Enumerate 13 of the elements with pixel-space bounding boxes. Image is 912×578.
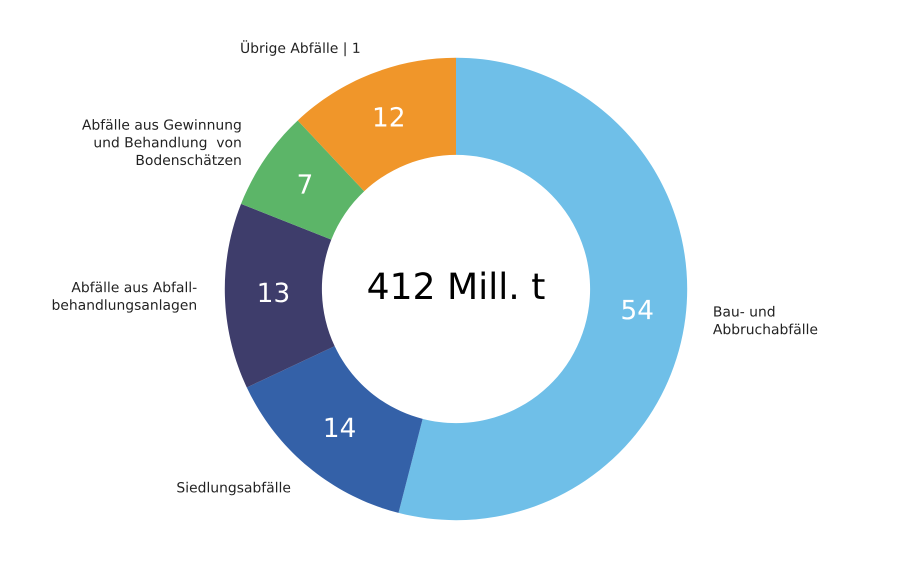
donut-slice [241, 120, 364, 240]
text: 412 Mill. t [368, 272, 545, 299]
slice-label: Übrige Abfälle | 1 [241, 40, 360, 56]
slice-label: Abfälle aus Gewinnung und Behandlung von Bodenschätzen [82, 119, 241, 166]
data-label: 54 [622, 300, 653, 320]
data-label: 12 [374, 106, 403, 126]
data-label: 13 [260, 282, 288, 302]
slice-label: Abfälle aus Abfall- behandlungsanlagen [52, 282, 197, 313]
slice-label: Bau- und Abbruchabfälle [713, 306, 818, 334]
data-label: 7 [298, 174, 312, 194]
donut-slice [224, 204, 335, 388]
slice-label: Siedlungsabfälle [177, 482, 290, 496]
data-label: 14 [326, 418, 355, 438]
